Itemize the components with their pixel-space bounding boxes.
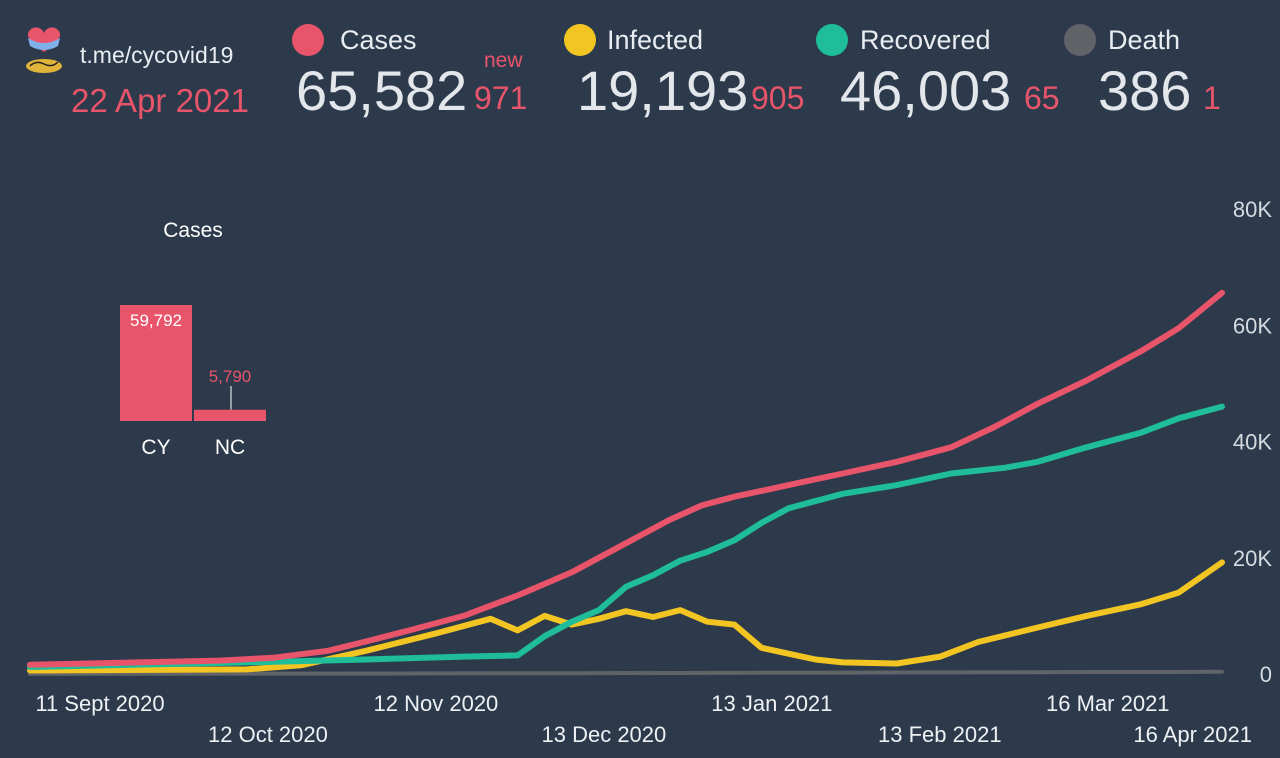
death-label: Death [1108, 25, 1181, 55]
death-dot-icon [1064, 24, 1096, 56]
y-tick-label: 60K [1233, 313, 1272, 338]
inset-title: Cases [163, 219, 223, 242]
series-line-infected [27, 559, 1225, 674]
y-tick-label: 80K [1233, 197, 1272, 222]
recovered-delta: 65 [1024, 80, 1060, 116]
x-tick-label: 12 Oct 2020 [208, 722, 328, 747]
recovered-dot-icon [816, 24, 848, 56]
inset-bar-nc [194, 409, 266, 421]
x-tick-label: 13 Dec 2020 [542, 722, 667, 747]
x-tick-label: 13 Jan 2021 [711, 691, 832, 716]
series-line-recovered [27, 403, 1225, 670]
x-tick-label: 16 Mar 2021 [1046, 691, 1170, 716]
x-tick-label: 13 Feb 2021 [878, 722, 1002, 747]
x-tick-label: 12 Nov 2020 [374, 691, 499, 716]
infected-label: Infected [607, 25, 704, 55]
report-date: 22 Apr 2021 [71, 82, 249, 119]
death-delta: 1 [1203, 80, 1221, 116]
inset-bar-value: 59,792 [130, 311, 182, 330]
y-tick-label: 40K [1233, 430, 1272, 455]
y-tick-label: 0 [1260, 662, 1272, 687]
cases-value: 65,582 [296, 59, 468, 122]
infected-value: 19,193 [577, 59, 749, 122]
infected-dot-icon [564, 24, 596, 56]
new-label: new [484, 49, 523, 72]
x-tick-label: 11 Sept 2020 [35, 691, 164, 716]
inset-bar-cy [120, 305, 192, 421]
app-logo [22, 26, 66, 82]
infected-delta: 905 [751, 80, 805, 116]
cases-label: Cases [340, 25, 417, 55]
cases-dot-icon [292, 24, 324, 56]
series-line-death [28, 669, 1224, 676]
recovered-label: Recovered [860, 25, 991, 55]
inset-bar-value: 5,790 [209, 367, 252, 386]
death-value: 386 [1098, 59, 1192, 122]
recovered-value: 46,003 [840, 59, 1012, 122]
channel-link[interactable]: t.me/cycovid19 [80, 42, 234, 68]
y-tick-label: 20K [1233, 546, 1272, 571]
inset-bar-label: NC [215, 436, 245, 459]
cases-delta: 971 [474, 80, 528, 116]
series-line-cases [27, 289, 1225, 668]
inset-bar-label: CY [141, 436, 170, 459]
x-tick-label: 16 Apr 2021 [1133, 722, 1252, 747]
